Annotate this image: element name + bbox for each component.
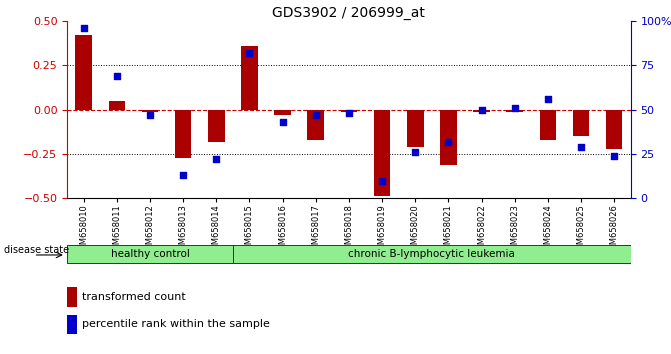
Point [609,153,619,159]
FancyBboxPatch shape [233,245,631,263]
Bar [374,110,391,196]
Point [277,119,288,125]
Text: disease state: disease state [4,245,70,255]
Text: healthy control: healthy control [111,249,189,259]
Point [576,144,586,150]
Point [178,172,189,178]
Bar [507,110,523,112]
Bar [341,110,357,112]
Point [311,112,321,118]
Bar [473,110,490,112]
Point [145,112,156,118]
Bar [67,287,77,307]
Bar [175,110,191,158]
Point [111,73,122,79]
Bar [407,110,423,147]
Bar [241,46,258,110]
Bar [307,110,324,140]
Text: transformed count: transformed count [83,292,186,302]
Bar [274,110,291,115]
Title: GDS3902 / 206999_at: GDS3902 / 206999_at [272,6,425,20]
Point [542,96,553,102]
Bar [573,110,589,136]
Bar [75,35,92,110]
Point [244,50,255,56]
Text: percentile rank within the sample: percentile rank within the sample [83,319,270,329]
Bar [440,110,457,165]
Bar [109,101,125,110]
Point [476,107,487,113]
FancyBboxPatch shape [67,245,233,263]
Point [211,156,221,162]
Point [410,149,421,155]
Bar [208,110,225,142]
Bar [539,110,556,140]
Point [376,178,387,183]
Bar [67,315,77,334]
Point [344,110,354,116]
Point [79,25,89,31]
Bar [142,110,158,112]
Point [509,105,520,111]
Bar [606,110,623,149]
Point [443,139,454,144]
Text: chronic B-lymphocytic leukemia: chronic B-lymphocytic leukemia [348,249,515,259]
